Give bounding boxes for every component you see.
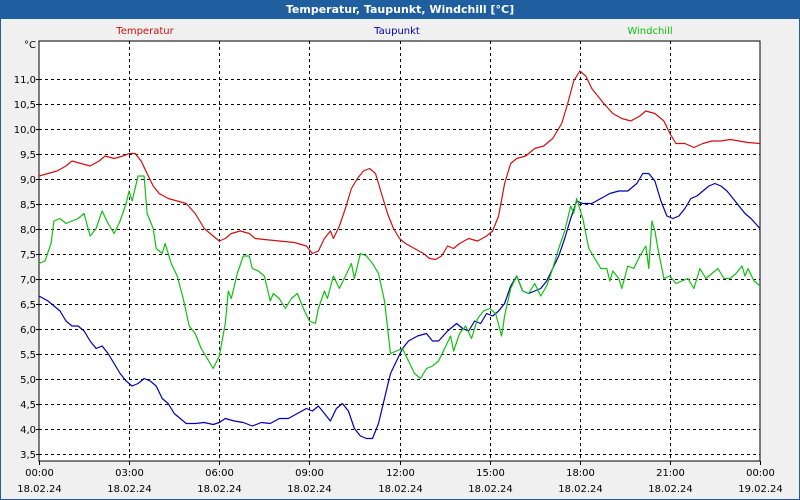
x-tick-time: 03:00	[115, 468, 144, 479]
x-tick-time: 21:00	[656, 468, 685, 479]
x-tick-time: 00:00	[746, 468, 775, 479]
y-tick-label: 7,0	[20, 275, 36, 286]
x-tick-date: 19.02.24	[738, 484, 783, 495]
y-tick-label: 11,0	[14, 75, 36, 86]
x-tick-time: 06:00	[205, 468, 234, 479]
series-line-windchill	[38, 175, 761, 380]
y-tick-label: 5,5	[20, 350, 36, 361]
x-tick-date: 18.02.24	[17, 484, 62, 495]
x-tick-date: 18.02.24	[287, 484, 332, 495]
x-tick-date: 18.02.24	[648, 484, 693, 495]
y-axis-label: °C	[24, 40, 36, 51]
y-tick-label: 3,5	[20, 450, 36, 461]
legend-windchill: Windchill	[627, 26, 672, 37]
y-tick-label: 4,5	[20, 400, 36, 411]
series-line-temperatur	[38, 70, 761, 261]
y-axis: 3,5 4,0 4,5 5,0 5,5 6,0 6,5 7,0 7,5 8,0 8,5 9,0 9,5 1…	[14, 75, 39, 461]
y-tick-label: 9,0	[20, 175, 36, 186]
x-tick-date: 18.02.24	[378, 484, 423, 495]
legend-taupunkt: Taupunkt	[373, 26, 420, 37]
y-tick-label: 7,5	[20, 250, 36, 261]
y-tick-label: 6,0	[20, 325, 36, 336]
y-tick-label: 9,5	[20, 150, 36, 161]
y-tick-label: 10,5	[14, 100, 36, 111]
y-tick-label: 10,0	[14, 125, 36, 136]
window-title: Temperatur, Taupunkt, Windchill [°C]	[1, 1, 799, 19]
y-tick-label: 8,0	[20, 225, 36, 236]
x-tick-date: 18.02.24	[197, 484, 242, 495]
legend-temperatur: Temperatur	[115, 26, 174, 37]
x-tick-time: 00:00	[25, 468, 54, 479]
y-tick-label: 5,0	[20, 375, 36, 386]
y-tick-label: 4,0	[20, 425, 36, 436]
x-tick-time: 12:00	[386, 468, 415, 479]
x-tick-time: 09:00	[295, 468, 324, 479]
y-tick-label: 6,5	[20, 300, 36, 311]
series-lines	[38, 70, 761, 440]
y-tick-label: 8,5	[20, 200, 36, 211]
x-tick-time: 18:00	[566, 468, 595, 479]
x-tick-date: 18.02.24	[107, 484, 152, 495]
x-tick-time: 15:00	[476, 468, 505, 479]
x-tick-date: 18.02.24	[468, 484, 513, 495]
grid-lines	[39, 41, 760, 461]
x-tick-date: 18.02.24	[558, 484, 603, 495]
x-axis: 00:00 18.02.24 03:00 18.02.24 06:00 18.02.24 0…	[17, 461, 783, 495]
